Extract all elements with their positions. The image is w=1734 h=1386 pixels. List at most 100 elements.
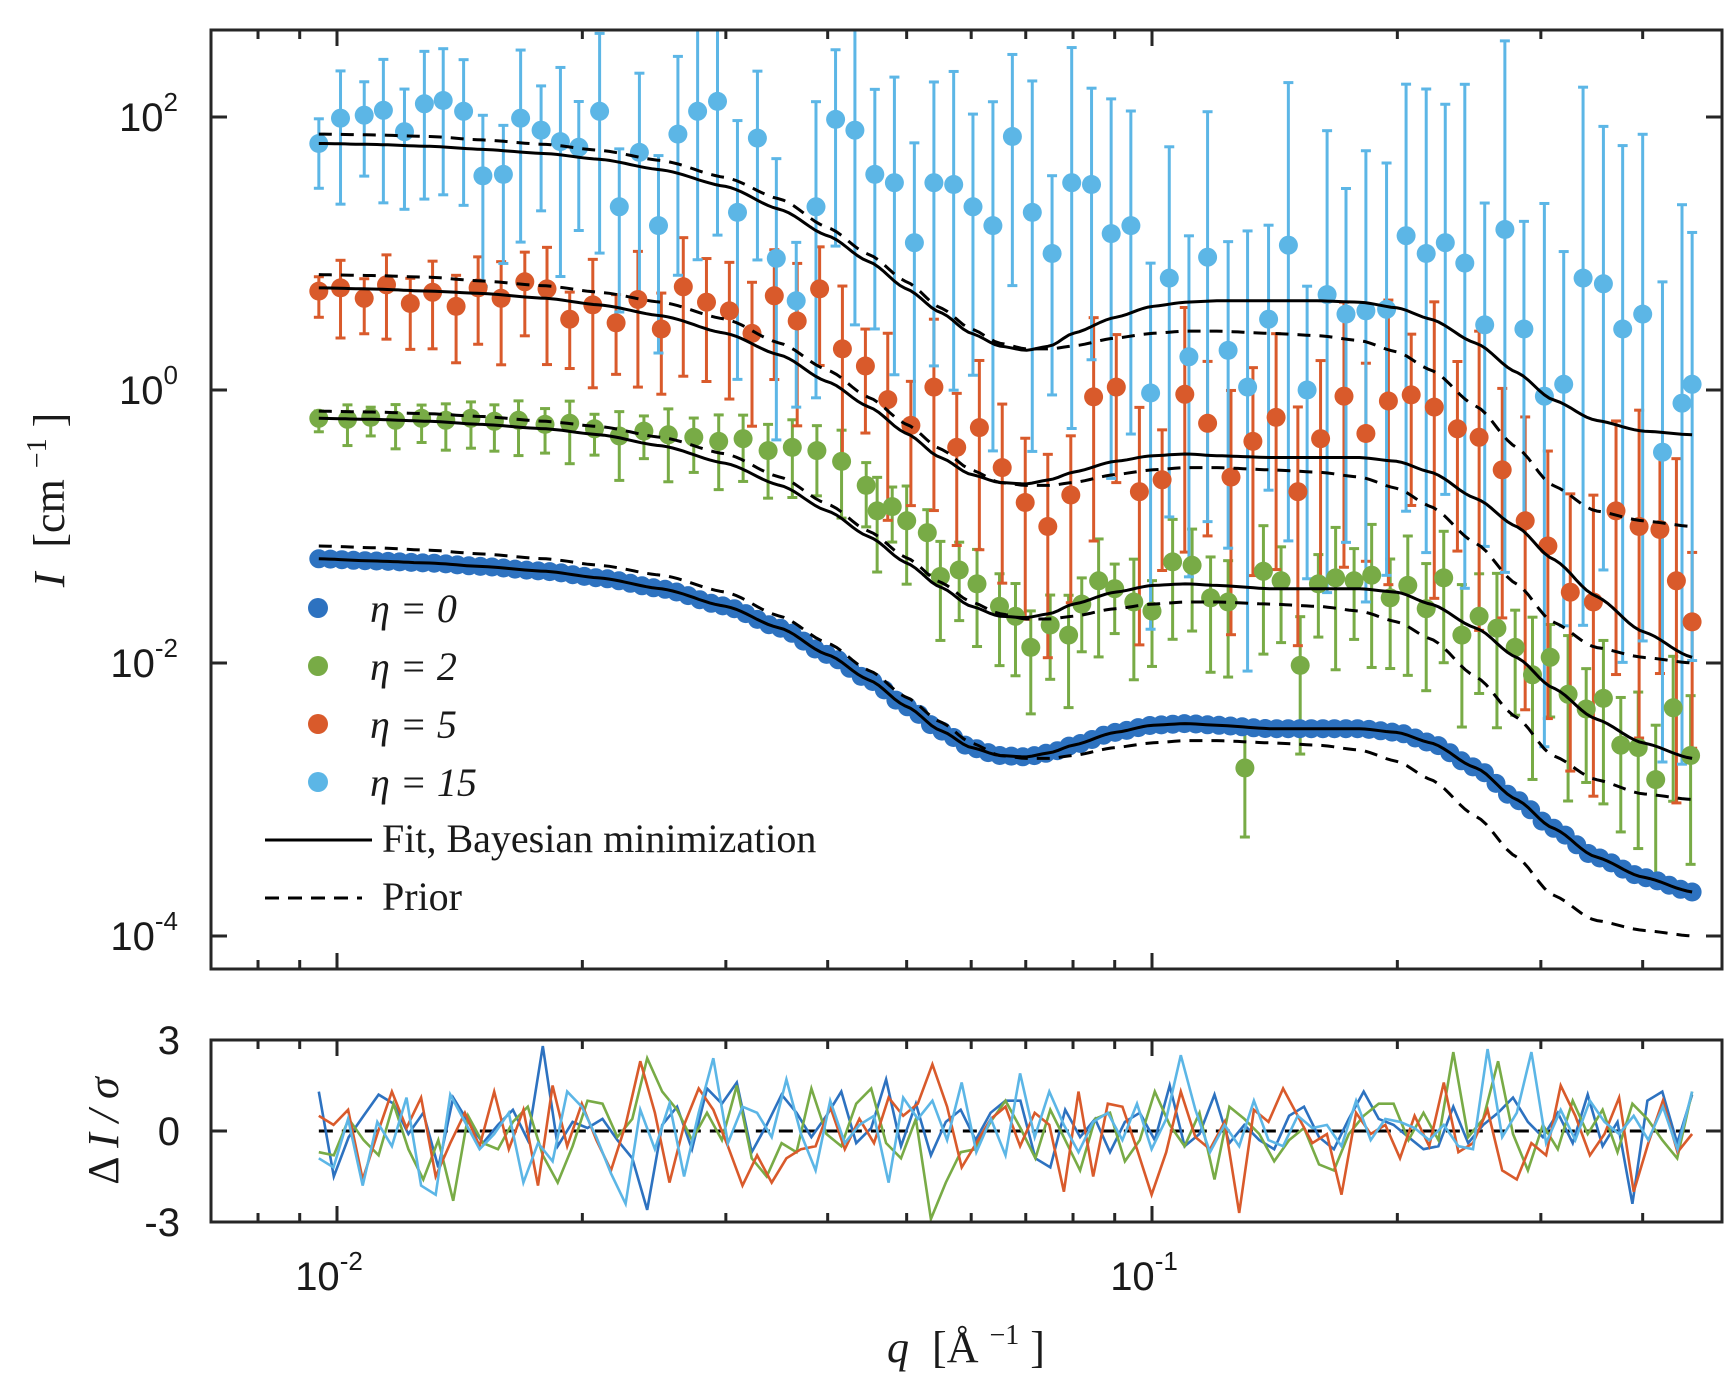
main-plot-frame: [209, 28, 1724, 971]
point-eta15: [649, 216, 668, 236]
residual-line-eta15: [318, 1048, 1694, 1209]
res-ytick-label: 3: [158, 1019, 180, 1063]
point-eta2: [1646, 770, 1666, 790]
point-eta2: [1089, 571, 1109, 591]
residual-plot-frame: [209, 1038, 1724, 1224]
ylabel-unit: [cm: [25, 479, 74, 547]
point-eta5: [1084, 387, 1104, 407]
legend-label-prior: Prior: [382, 874, 462, 919]
point-eta5: [673, 277, 693, 297]
point-eta15: [331, 108, 350, 128]
fit-curve-eta0: [318, 557, 1693, 894]
legend-label-eta5: η = 5: [370, 702, 457, 747]
point-eta5: [1221, 467, 1241, 487]
point-eta5: [1666, 571, 1686, 591]
point-eta2: [1398, 575, 1418, 595]
point-eta5: [651, 319, 671, 339]
ytick-label: 10-2: [110, 633, 178, 686]
residual-line-eta5: [318, 1060, 1694, 1214]
point-eta15: [1101, 224, 1121, 244]
point-eta15: [1514, 319, 1534, 339]
point-eta15: [1653, 442, 1672, 462]
point-eta2: [990, 596, 1009, 616]
point-eta15: [668, 124, 688, 144]
point-eta5: [1606, 501, 1626, 521]
point-eta15: [1062, 173, 1082, 193]
fit-curve-eta15: [318, 142, 1693, 437]
ytick-label: 100: [119, 360, 178, 413]
point-eta2: [1290, 655, 1310, 675]
legend-entry-eta15: η = 15: [308, 760, 477, 805]
point-eta15: [373, 100, 393, 120]
xtick-base: 10: [1110, 1255, 1155, 1299]
xtick-base: 10: [295, 1255, 340, 1299]
legend-label-eta2: η = 2: [370, 644, 457, 689]
xtick-exp: -2: [340, 1246, 363, 1276]
point-eta5: [1334, 386, 1354, 406]
ytick-exp: 0: [164, 360, 178, 390]
xtick-label: 10-1: [1110, 1246, 1178, 1299]
point-eta2: [535, 414, 555, 434]
point-eta5: [832, 339, 852, 359]
legend-marker-eta15: [308, 772, 328, 792]
svg-text:q [Å −1: q [Å −1 ]: [887, 1305, 1045, 1372]
point-eta15: [747, 128, 767, 148]
point-eta2: [1434, 568, 1454, 588]
point-eta15: [511, 108, 531, 128]
svg-text:Δ I /: Δ I / σ: [79, 1075, 128, 1185]
fit-curve-eta5: [318, 286, 1693, 659]
point-eta15: [1238, 377, 1258, 397]
point-eta2: [917, 523, 937, 543]
point-eta15: [1198, 247, 1218, 267]
point-eta5: [787, 311, 807, 331]
point-eta15: [1082, 175, 1101, 194]
legend-entry-eta5: η = 5: [308, 702, 457, 747]
point-eta15: [609, 197, 629, 217]
point-eta15: [1475, 315, 1495, 335]
point-eta2: [1308, 574, 1328, 594]
point-eta15: [1002, 127, 1022, 146]
point-eta15: [1356, 301, 1376, 321]
point-eta15: [1317, 285, 1337, 305]
point-eta5: [1682, 612, 1702, 632]
point-eta15: [1593, 274, 1613, 294]
point-eta15: [963, 197, 983, 217]
point-eta15: [1259, 309, 1279, 329]
point-eta15: [1377, 299, 1397, 319]
point-eta15: [728, 202, 747, 222]
point-eta15: [1672, 393, 1692, 413]
point-eta5: [560, 309, 580, 329]
point-eta5: [1243, 431, 1263, 451]
point-eta15: [414, 94, 434, 114]
point-eta15: [569, 137, 589, 157]
point-eta2: [1487, 618, 1507, 638]
residual-ytick-labels: 3 0 -3: [144, 1019, 180, 1245]
point-eta5: [1311, 429, 1331, 449]
point-eta15: [531, 120, 551, 140]
legend-marker-eta5: [308, 714, 328, 734]
point-eta2: [1253, 561, 1273, 581]
point-eta5: [810, 279, 830, 299]
point-eta5: [606, 313, 626, 333]
main-ylabel: I [cm −1 ]: [22, 413, 74, 589]
ylabel-var: I: [25, 570, 74, 588]
point-eta2: [1235, 758, 1255, 778]
point-eta15: [1218, 340, 1238, 360]
fit-curve-eta2: [318, 416, 1693, 760]
point-eta15: [688, 101, 708, 121]
point-eta15: [1121, 216, 1141, 236]
point-eta5: [1198, 413, 1218, 433]
point-eta5: [446, 296, 466, 316]
point-eta5: [947, 437, 967, 457]
point-eta15: [1179, 347, 1199, 367]
point-eta15: [884, 173, 904, 193]
point-eta15: [433, 91, 453, 110]
point-eta2: [1576, 699, 1596, 719]
point-eta5: [1288, 482, 1308, 502]
point-eta15: [983, 216, 1003, 236]
point-eta5: [742, 323, 762, 343]
point-eta5: [491, 288, 511, 308]
ylabel-close: ]: [25, 413, 74, 428]
point-eta15: [590, 101, 610, 121]
point-eta5: [1538, 536, 1558, 556]
